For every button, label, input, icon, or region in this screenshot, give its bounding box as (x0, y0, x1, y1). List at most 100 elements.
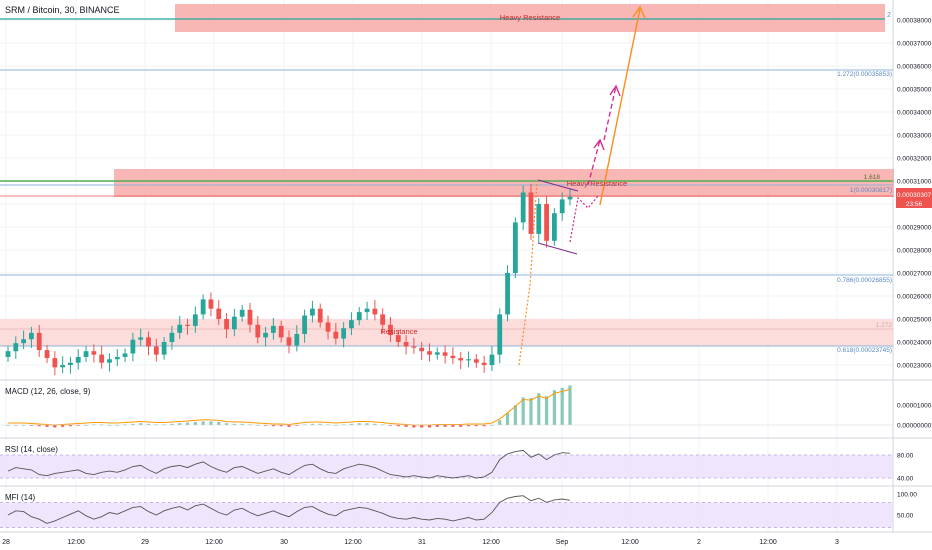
candle-39 (310, 308, 315, 316)
candles (5, 183, 573, 376)
macd-bar-24 (193, 422, 197, 425)
macd-bar-70 (552, 390, 556, 425)
candle-3 (29, 332, 34, 340)
macd-bar-17 (139, 423, 143, 425)
time-tick-3: 12:00 (205, 539, 223, 546)
price-tick-2: 0.00036000 (897, 64, 932, 71)
candle-2 (21, 339, 27, 344)
macd-bar-55 (435, 425, 439, 427)
flag-lower (537, 242, 578, 255)
macd-bar-8 (68, 425, 73, 427)
candle-5 (44, 350, 50, 359)
macd-bar-64 (505, 413, 510, 425)
candle-50 (395, 335, 401, 342)
mfi-line (7, 495, 571, 524)
macd-bar-33 (263, 425, 268, 426)
arrow-orange (599, 8, 641, 206)
candle-34 (270, 325, 276, 333)
candle-66 (520, 192, 526, 223)
macd-signal-line (8, 388, 571, 426)
macd-bar-59 (466, 425, 471, 427)
rsi-tick-0: 80.00 (897, 453, 914, 460)
candle-36 (286, 337, 292, 346)
candle-23 (185, 324, 190, 326)
price-tick-9: 0.00029000 (897, 225, 932, 232)
zone-heavy-mid (114, 169, 894, 197)
time-tick-6: 31 (418, 539, 426, 546)
price-tick-0: 0.00038000 (897, 18, 932, 25)
candle-25 (200, 299, 206, 315)
zone-label-resistance: Resistance (380, 327, 417, 336)
candle-10 (83, 351, 89, 357)
candle-64 (505, 273, 510, 315)
macd-bar-68 (537, 393, 541, 425)
time-tick-2: 29 (141, 539, 149, 546)
candle-4 (36, 332, 42, 351)
candle-19 (153, 346, 159, 355)
candle-49 (388, 324, 393, 336)
macd-bar-51 (404, 425, 408, 427)
mfi-pane: 100.00 50.00 (0, 492, 917, 528)
price-tick-13: 0.00025000 (897, 317, 932, 324)
macd-bar-29 (232, 423, 236, 425)
candle-52 (411, 346, 417, 348)
macd-bar-60 (474, 425, 478, 427)
macd-bar-4 (37, 425, 41, 427)
macd-tick-0: 0.00001000 (897, 403, 932, 410)
macd-bar-56 (443, 425, 447, 427)
candle-71 (559, 199, 565, 214)
candle-43 (341, 328, 347, 339)
fib-levels (0, 18, 893, 347)
candle-60 (473, 359, 479, 363)
macd-bar-26 (209, 421, 213, 425)
candle-58 (458, 358, 464, 361)
time-tick-10: 2 (697, 539, 701, 546)
time-tick-4: 30 (280, 539, 288, 546)
candle-40 (317, 308, 323, 323)
macd-bar-49 (388, 425, 393, 426)
drawings (518, 5, 646, 366)
candle-9 (75, 356, 81, 363)
macd-bar-50 (396, 425, 400, 427)
macd-tick-1: 0.00000000 (897, 423, 932, 430)
resistance-zones (0, 4, 894, 346)
macd-bar-6 (53, 425, 57, 428)
candle-72 (567, 196, 573, 200)
macd-bar-35 (279, 425, 283, 427)
path-dotted (569, 195, 599, 243)
candle-37 (294, 333, 300, 346)
candle-41 (325, 322, 331, 332)
candle-6 (52, 358, 58, 368)
price-tick-6: 0.00032000 (897, 156, 932, 163)
candle-44 (349, 320, 354, 329)
rsi-title: RSI (14, close) (5, 445, 58, 454)
macd-bar-37 (295, 425, 299, 426)
macd-bar-10 (84, 425, 88, 426)
candle-54 (427, 351, 432, 355)
candle-0 (5, 351, 11, 357)
macd-bar-36 (287, 425, 291, 427)
mfi-tick-1: 50.00 (897, 513, 914, 520)
macd-bar-65 (513, 405, 517, 425)
macd-bar-13 (107, 425, 112, 426)
macd-bar-14 (115, 425, 119, 426)
time-axis[interactable]: 28 12:00 29 12:00 30 12:00 31 12:00 Sep 12:00 2 12:… (2, 539, 839, 546)
macd-bar-3 (29, 425, 34, 426)
macd-bar-63 (498, 420, 502, 425)
price-tick-10: 0.00028000 (897, 248, 932, 255)
rsi-tick-1: 40.00 (897, 476, 914, 483)
price-tick-5: 0.00033000 (897, 133, 932, 140)
candle-22 (177, 324, 183, 333)
macd-bar-7 (61, 425, 65, 427)
candle-31 (247, 309, 253, 325)
macd-bar-32 (256, 425, 260, 426)
macd-bar-54 (427, 425, 432, 428)
macd-bar-23 (185, 422, 190, 425)
macd-bar-66 (521, 397, 525, 425)
time-tick-8: Sep (556, 539, 569, 546)
fib-label-0618: 0.618(0.00023745) (837, 347, 892, 354)
arrowhead-magenta-1 (593, 138, 605, 151)
macd-bar-27 (217, 422, 221, 425)
price-tick-7: 0.00031000 (897, 179, 932, 186)
